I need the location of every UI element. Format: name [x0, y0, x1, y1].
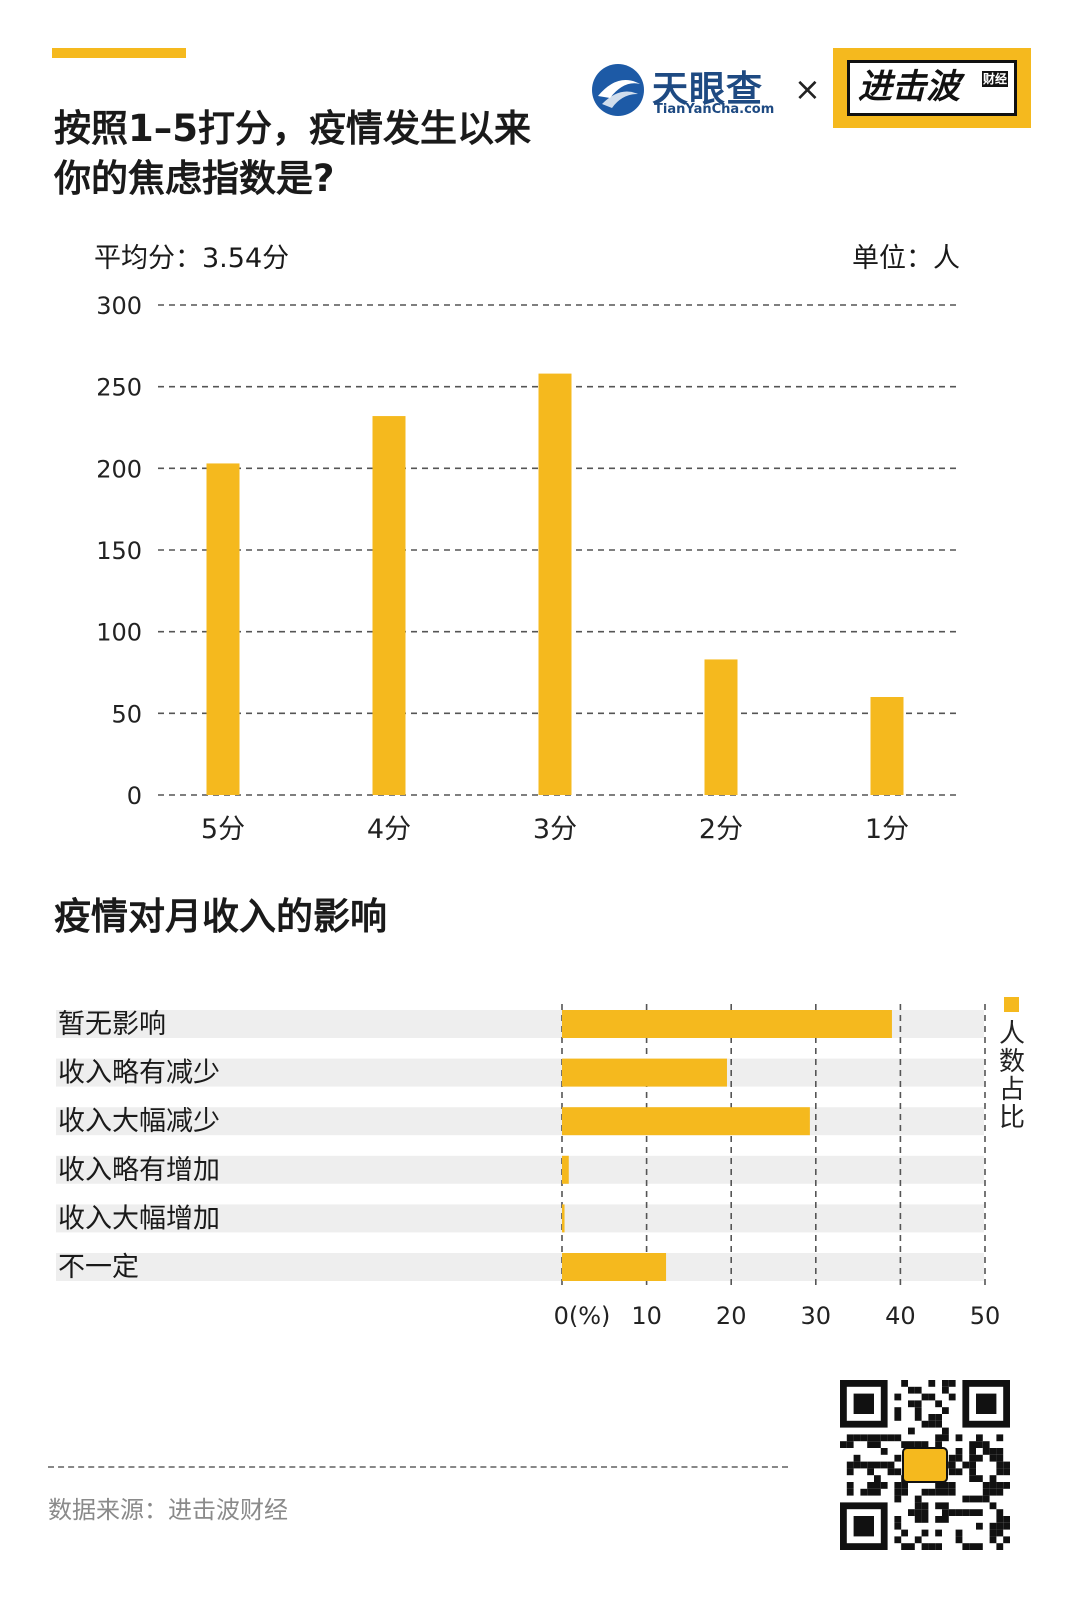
bar: [562, 1155, 569, 1184]
y-tick-label: 300: [96, 292, 142, 320]
tianyancha-eye-icon: [592, 64, 644, 116]
x-tick-label: 1分: [865, 814, 909, 845]
category-label: 收入大幅减少: [58, 1106, 220, 1137]
x-tick-label: 0(%): [554, 1302, 611, 1330]
category-label: 收入略有减少: [58, 1058, 220, 1089]
bar: [206, 463, 240, 795]
jjb-logo: 进击波 财经: [833, 48, 1031, 128]
title-line-2: 你的焦虑指数是?: [54, 157, 335, 200]
bar: [562, 1058, 727, 1087]
average-score: 平均分：3.54分: [94, 243, 290, 274]
bar: [562, 1010, 892, 1038]
jjb-sub: 财经: [982, 71, 1008, 87]
row-background: [56, 1107, 984, 1136]
row-background: [56, 1010, 984, 1038]
tianyancha-logo: 天眼查 TianYanCha.com: [590, 58, 790, 124]
tianyancha-name: 天眼查: [652, 69, 764, 110]
tianyancha-url: TianYanCha.com: [654, 102, 775, 117]
data-source: 数据来源：进击波财经: [48, 1496, 288, 1524]
bar: [562, 1253, 667, 1281]
row-background: [56, 1253, 984, 1281]
x-tick-label: 30: [801, 1302, 832, 1330]
category-label: 不一定: [58, 1252, 139, 1283]
legend-swatch: [1004, 997, 1019, 1012]
bar: [870, 697, 904, 795]
x-tick-label: 5分: [201, 814, 245, 845]
y-tick-label: 100: [96, 619, 142, 647]
jjb-name: 进击波: [858, 67, 960, 107]
legend-label: 数: [999, 1047, 1025, 1077]
bar: [372, 416, 406, 795]
bar: [562, 1204, 565, 1233]
section-title: 疫情对月收入的影响: [54, 895, 387, 938]
bar: [538, 373, 572, 795]
x-tick-label: 2分: [699, 814, 743, 845]
row-background: [56, 1204, 984, 1233]
category-label: 收入大幅增加: [58, 1203, 220, 1234]
y-tick-label: 50: [111, 700, 142, 728]
divider: [48, 1466, 788, 1468]
y-tick-label: 250: [96, 374, 142, 402]
accent-bar: [52, 48, 186, 58]
y-tick-label: 0: [127, 782, 142, 810]
x-tick-label: 50: [970, 1302, 1001, 1330]
y-tick-label: 150: [96, 537, 142, 565]
unit-label: 单位：人: [852, 243, 960, 274]
legend-label: 比: [999, 1103, 1025, 1133]
category-label: 收入略有增加: [58, 1155, 220, 1186]
row-background: [56, 1155, 984, 1184]
qr-code-icon[interactable]: [840, 1380, 1010, 1550]
bar: [562, 1107, 810, 1136]
title-line-1: 按照1–5打分，疫情发生以来: [54, 107, 531, 150]
category-label: 暂无影响: [58, 1009, 166, 1040]
x-tick-label: 40: [885, 1302, 916, 1330]
bar: [704, 659, 738, 795]
x-tick-label: 10: [631, 1302, 662, 1330]
x-tick-label: 3分: [533, 814, 577, 845]
x-tick-label: 4分: [367, 814, 411, 845]
times-sign: ×: [794, 70, 821, 108]
y-tick-label: 200: [96, 455, 142, 483]
legend-label: 占: [999, 1075, 1025, 1105]
page-title: 按照1–5打分，疫情发生以来 你的焦虑指数是?: [54, 104, 614, 204]
legend-label: 人: [999, 1019, 1025, 1049]
x-tick-label: 20: [716, 1302, 747, 1330]
row-background: [56, 1058, 984, 1087]
